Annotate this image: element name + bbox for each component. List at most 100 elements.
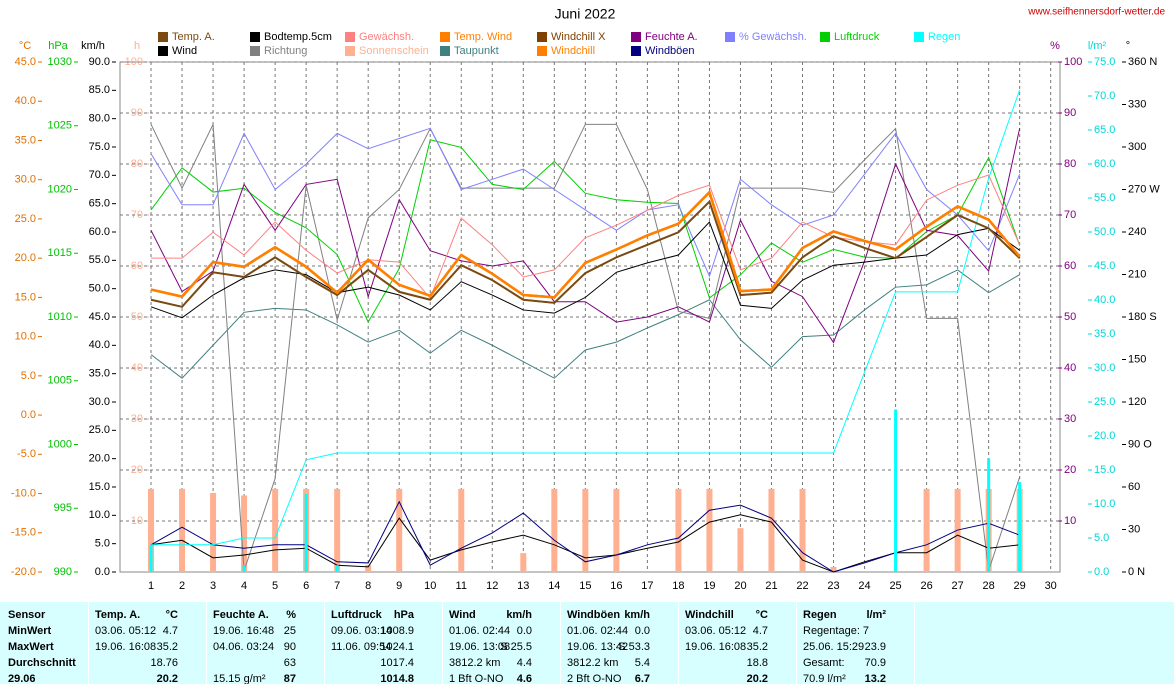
x-tick-label: 3 xyxy=(210,580,216,592)
table-cell: 13.2 xyxy=(864,673,886,684)
table-cell: 01.06. 02:44 xyxy=(567,625,629,637)
y-tick-label: 5.0 xyxy=(21,370,36,382)
legend-swatch xyxy=(820,32,830,42)
x-tick-label: 20 xyxy=(734,580,746,592)
y-tick-label: 360 N xyxy=(1128,56,1157,68)
y-tick-label: 20.0 xyxy=(15,252,36,264)
series-line xyxy=(150,199,1021,308)
y-tick-label: 70 xyxy=(131,209,143,221)
y-tick-label: -15.0 xyxy=(11,527,36,539)
table-cell: Wind xyxy=(449,609,476,621)
x-tick-label: 10 xyxy=(424,580,436,592)
legend-label: Wind xyxy=(172,45,197,57)
x-tick-label: 25 xyxy=(889,580,901,592)
legend-label: Gewächsh. xyxy=(359,31,414,43)
y-tick-label: 1010 xyxy=(48,311,72,323)
table-cell: Regen xyxy=(803,609,837,621)
table-cell: 0.0 xyxy=(516,625,532,637)
y-tick-label: 240 xyxy=(1128,226,1146,238)
y-tick-label: 25.0 xyxy=(1094,396,1115,408)
series-line xyxy=(150,139,1021,324)
y-tick-label: 40 xyxy=(1064,362,1076,374)
y-tick-label: 35.0 xyxy=(89,368,110,380)
column-divider xyxy=(678,602,679,684)
table-cell: 20.2 xyxy=(156,673,178,684)
rain-bar xyxy=(1018,482,1022,572)
bar xyxy=(923,488,930,572)
axis-unit: l/m² xyxy=(1088,40,1107,52)
table-cell: Gesamt: xyxy=(803,657,845,669)
table-cell: 35.2 xyxy=(156,641,178,653)
y-tick-label: 15.0 xyxy=(89,481,110,493)
legend-swatch xyxy=(537,32,547,42)
y-tick-label: 60.0 xyxy=(1094,158,1115,170)
y-tick-label: 65.0 xyxy=(89,198,110,210)
y-tick-label: 30 xyxy=(1064,413,1076,425)
y-tick-label: 0.0 xyxy=(95,566,110,578)
y-tick-label: 45.0 xyxy=(1094,260,1115,272)
legend-label: Sonnenschein xyxy=(359,45,429,57)
table-cell: Windböen xyxy=(567,609,621,621)
y-tick-label: 80.0 xyxy=(89,113,110,125)
rain-bar xyxy=(987,458,991,572)
table-cell: 09.06. 03:14 xyxy=(331,625,393,637)
table-cell: 5.4 xyxy=(634,657,650,669)
y-tick-label: 40.0 xyxy=(15,95,36,107)
axis-unit: ° xyxy=(1126,40,1130,52)
table-cell: l/m² xyxy=(866,609,886,621)
legend-label: Windchill xyxy=(551,45,595,57)
legend-swatch xyxy=(250,46,260,56)
table-cell: % xyxy=(286,609,296,621)
column-divider xyxy=(560,602,561,684)
table-cell: 23.9 xyxy=(864,641,886,653)
table-cell: °C xyxy=(165,609,178,621)
x-tick-label: 15 xyxy=(579,580,591,592)
rain-bar xyxy=(335,565,339,572)
table-cell: 29.06 xyxy=(8,673,36,684)
series-line xyxy=(150,128,1021,344)
series-line xyxy=(150,189,1021,299)
y-tick-label: -20.0 xyxy=(11,566,36,578)
x-tick-label: 9 xyxy=(396,580,402,592)
y-tick-label: 15.0 xyxy=(1094,464,1115,476)
column-divider xyxy=(206,602,207,684)
table-cell: 90 xyxy=(283,641,296,653)
series-line xyxy=(151,89,1021,546)
bar xyxy=(613,488,620,572)
legend-label: Taupunkt xyxy=(454,45,499,57)
legend-swatch xyxy=(158,46,168,56)
bar xyxy=(365,564,372,572)
bar xyxy=(272,488,279,572)
bar xyxy=(582,488,589,572)
table-cell: 25 xyxy=(283,625,296,637)
table-cell: Regentage: 7 xyxy=(803,625,870,637)
y-tick-label: 35.0 xyxy=(1094,328,1115,340)
table-cell: 19.06. 13:08 xyxy=(449,641,511,653)
table-cell: 11.06. 09:54 xyxy=(331,641,392,653)
legend-swatch xyxy=(345,32,355,42)
y-tick-label: 330 xyxy=(1128,98,1146,110)
table-cell: 15.15 g/m² xyxy=(213,673,266,684)
legend-label: Regen xyxy=(928,31,960,43)
y-tick-label: 85.0 xyxy=(89,84,110,96)
table-cell: 3812.2 km xyxy=(449,657,501,669)
table-cell: 1008.9 xyxy=(380,625,414,637)
series-line xyxy=(150,122,1021,571)
table-cell: 1 Bft O-NO xyxy=(449,673,504,684)
axis-unit: h xyxy=(134,40,140,52)
bar xyxy=(768,488,775,572)
table-cell: 70.9 l/m² xyxy=(803,673,846,684)
rain-bar xyxy=(894,409,898,572)
y-tick-label: 40.0 xyxy=(89,339,110,351)
x-tick-label: 14 xyxy=(548,580,560,592)
y-tick-label: -5.0 xyxy=(17,448,36,460)
legend-swatch xyxy=(631,46,641,56)
y-tick-label: 40.0 xyxy=(1094,294,1115,306)
table-cell: °C xyxy=(755,609,768,621)
table-cell: 3812.2 km xyxy=(567,657,619,669)
chart: Juni 2022 www.seifhennersdorf-wetter.de … xyxy=(11,6,1166,592)
y-tick-label: -10.0 xyxy=(11,487,36,499)
y-tick-label: 55.0 xyxy=(89,254,110,266)
table-cell: 20.2 xyxy=(746,673,768,684)
x-tick-label: 28 xyxy=(983,580,995,592)
